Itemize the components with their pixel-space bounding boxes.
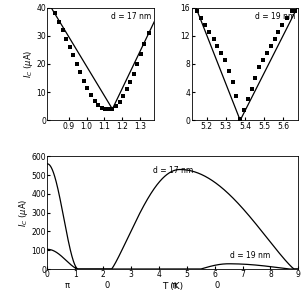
Text: d = 17 nm: d = 17 nm xyxy=(153,166,193,175)
Text: d = 17 nm: d = 17 nm xyxy=(111,12,151,21)
Y-axis label: $I_C$ ($\mu$A): $I_C$ ($\mu$A) xyxy=(17,199,30,227)
Text: d = 19 nm: d = 19 nm xyxy=(230,251,270,260)
Text: d = 19 nm: d = 19 nm xyxy=(255,12,295,21)
Y-axis label: $I_C$ ($\mu$A): $I_C$ ($\mu$A) xyxy=(22,50,35,78)
Text: 0: 0 xyxy=(105,281,110,290)
Text: π: π xyxy=(172,281,177,290)
X-axis label: T (K): T (K) xyxy=(162,282,184,291)
Text: π: π xyxy=(65,281,69,290)
Text: 0: 0 xyxy=(215,281,220,290)
